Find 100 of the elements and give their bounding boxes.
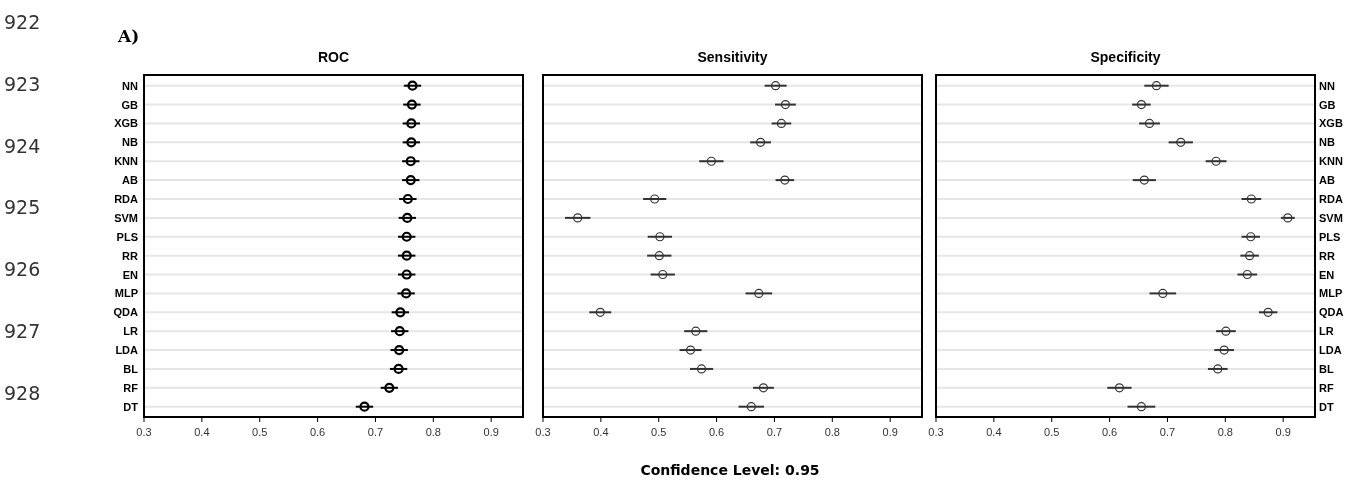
x-tick-label: 0.8: [425, 426, 441, 438]
y-tick-label: EN: [122, 268, 139, 281]
y-tick-label: SVM: [114, 211, 138, 224]
text: 926: [4, 258, 41, 281]
y-tick-label: NN: [1319, 79, 1335, 92]
y-tick-label: EN: [1319, 268, 1335, 281]
y-tick-label: RF: [123, 381, 139, 394]
x-tick-label: 0.4: [593, 426, 609, 438]
point: [1221, 326, 1231, 336]
x-tick-label: 0.5: [252, 426, 268, 438]
y-tick-label: LR: [1319, 325, 1334, 338]
point: [405, 175, 416, 186]
point: [401, 288, 412, 299]
point: [407, 80, 418, 91]
y-tick-label: DT: [1319, 400, 1334, 413]
point: [406, 137, 417, 148]
x-tick-label: 0.8: [824, 426, 840, 438]
point: [780, 99, 791, 110]
y-tick-label: LDA: [115, 344, 139, 357]
x-tick-label: 0.7: [766, 426, 783, 438]
point: [573, 213, 583, 223]
y-tick-label: KNN: [114, 155, 139, 168]
point: [1245, 251, 1255, 261]
x-tick-label: 0.3: [535, 426, 551, 438]
point: [394, 344, 405, 356]
point: [1139, 175, 1149, 185]
y-tick-label: RDA: [114, 192, 139, 205]
x-tick-label: 0.8: [1217, 426, 1233, 438]
y-tick-label: AB: [122, 174, 139, 187]
point: [1136, 99, 1147, 110]
text: 928: [4, 381, 41, 404]
y-tick-label: RR: [122, 249, 139, 262]
point: [1213, 364, 1223, 374]
x-tick-label: 0.4: [194, 426, 210, 438]
point: [405, 156, 416, 167]
y-tick-label: QDA: [113, 306, 139, 319]
point: [1242, 269, 1252, 280]
point: [406, 99, 417, 110]
point: [401, 231, 412, 242]
point: [406, 118, 417, 129]
y-tick-label: GB: [121, 98, 139, 111]
text: 924: [4, 134, 41, 157]
y-tick-label: AB: [1319, 174, 1335, 187]
point: [402, 212, 413, 223]
point: [394, 326, 405, 337]
y-tick-label: QDA: [1319, 306, 1344, 319]
point: [1158, 288, 1168, 299]
x-tick-label: 0.6: [309, 426, 326, 438]
point: [1176, 137, 1186, 147]
y-tick-label: GB: [1319, 98, 1336, 111]
point: [758, 383, 769, 393]
chart-title: Sensitivity: [697, 49, 768, 65]
x-tick-label: 0.4: [986, 426, 1002, 438]
point: [655, 232, 665, 242]
y-tick-label: NB: [1319, 136, 1335, 149]
x-tick-label: 0.5: [1044, 426, 1060, 438]
chart-title: ROC: [317, 49, 350, 65]
point: [359, 401, 370, 412]
point: [1136, 402, 1147, 412]
point: [776, 118, 786, 129]
y-tick-label: XGB: [114, 117, 139, 130]
point: [402, 193, 413, 205]
y-tick-label: BL: [1319, 362, 1334, 375]
text: 923: [4, 72, 41, 95]
x-tick-label: 0.9: [1275, 426, 1291, 438]
point: [771, 81, 781, 91]
y-tick-label: RR: [1319, 249, 1335, 262]
point: [1263, 307, 1273, 317]
point: [1219, 345, 1229, 355]
x-tick-label: 0.6: [708, 426, 725, 438]
y-tick-label: PLS: [1319, 230, 1341, 243]
point: [650, 194, 660, 204]
point: [1283, 213, 1293, 223]
point: [384, 382, 395, 393]
point: [401, 269, 412, 280]
y-tick-label: DT: [123, 400, 139, 413]
text: 922: [4, 11, 41, 33]
point: [706, 156, 716, 166]
x-tick-label: 0.7: [1159, 426, 1176, 438]
point: [1211, 156, 1221, 166]
y-tick-label: BL: [123, 362, 139, 375]
point: [1246, 194, 1256, 204]
point: [754, 288, 764, 299]
x-tick-label: 0.3: [136, 426, 152, 438]
point: [746, 402, 756, 412]
text: A): [117, 26, 140, 46]
point: [780, 175, 790, 185]
point: [654, 251, 664, 261]
y-tick-label: SVM: [1319, 211, 1343, 224]
y-tick-label: NN: [122, 79, 139, 92]
x-tick-label: 0.9: [483, 426, 499, 438]
text: Confidence Level: 0.95: [640, 462, 820, 478]
x-tick-label: 0.6: [1101, 426, 1118, 438]
y-tick-label: NB: [122, 136, 139, 149]
point: [595, 307, 605, 317]
text: 927: [4, 320, 41, 342]
y-tick-label: RF: [1319, 381, 1334, 394]
y-tick-label: RDA: [1319, 192, 1343, 205]
chart-title: Specificity: [1090, 49, 1161, 65]
y-tick-label: MLP: [1319, 287, 1343, 300]
